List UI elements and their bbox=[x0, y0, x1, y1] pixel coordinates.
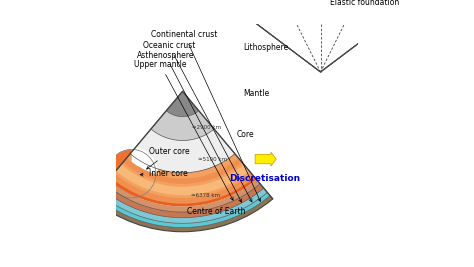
Wedge shape bbox=[110, 158, 255, 204]
Text: ≈5100 km: ≈5100 km bbox=[198, 157, 228, 162]
Wedge shape bbox=[92, 196, 273, 232]
Wedge shape bbox=[132, 147, 158, 178]
Wedge shape bbox=[114, 158, 251, 198]
Text: Upper mantle: Upper mantle bbox=[134, 60, 233, 200]
Text: Continental crust: Continental crust bbox=[151, 30, 261, 201]
Wedge shape bbox=[116, 164, 249, 195]
Circle shape bbox=[108, 150, 156, 198]
Text: Inner core: Inner core bbox=[140, 169, 187, 178]
Wedge shape bbox=[220, 0, 421, 5]
Text: Asthenosphere: Asthenosphere bbox=[137, 50, 242, 202]
Text: Outer core: Outer core bbox=[146, 147, 189, 169]
Wedge shape bbox=[109, 154, 256, 206]
Wedge shape bbox=[220, 0, 421, 72]
Text: Core: Core bbox=[237, 130, 255, 139]
Wedge shape bbox=[95, 193, 270, 227]
Text: Earth's crust: Earth's crust bbox=[0, 266, 1, 267]
Wedge shape bbox=[223, 0, 418, 4]
Circle shape bbox=[126, 168, 137, 179]
Text: ≈2900 km: ≈2900 km bbox=[192, 125, 221, 130]
Wedge shape bbox=[123, 150, 242, 184]
Circle shape bbox=[117, 159, 146, 188]
Wedge shape bbox=[118, 154, 247, 193]
Wedge shape bbox=[151, 111, 214, 140]
Wedge shape bbox=[105, 179, 260, 212]
Wedge shape bbox=[101, 184, 264, 218]
Wedge shape bbox=[130, 129, 235, 173]
Text: Mantle: Mantle bbox=[243, 89, 269, 98]
Wedge shape bbox=[114, 162, 251, 198]
Circle shape bbox=[121, 163, 142, 184]
Text: Centre of Earth: Centre of Earth bbox=[187, 207, 246, 216]
Text: Oceanic crust: Oceanic crust bbox=[143, 41, 252, 202]
Wedge shape bbox=[166, 91, 199, 117]
Text: Discretisation: Discretisation bbox=[229, 174, 301, 183]
Wedge shape bbox=[98, 188, 267, 223]
Text: Lithosphere: Lithosphere bbox=[243, 43, 288, 52]
Text: ≈6378 km: ≈6378 km bbox=[191, 193, 220, 198]
Text: Elastic foundation: Elastic foundation bbox=[330, 0, 400, 7]
FancyArrow shape bbox=[255, 152, 276, 166]
